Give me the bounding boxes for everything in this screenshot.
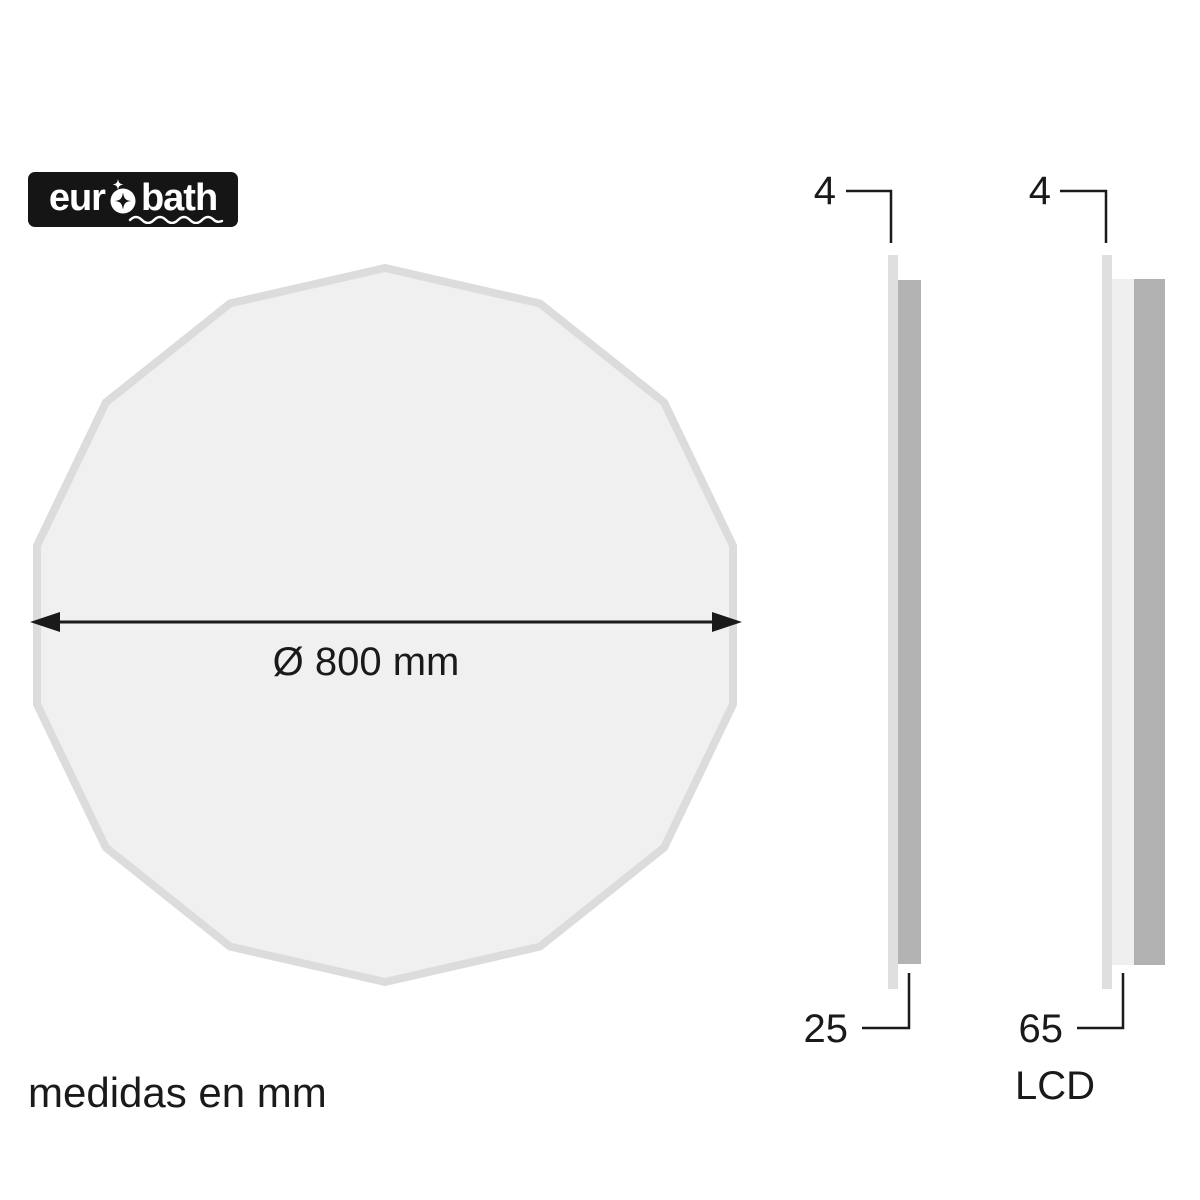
diameter-label: Ø 800 mm	[272, 640, 460, 684]
mirror-depth-label: 25	[803, 1007, 849, 1051]
leader-mirror-glass	[846, 189, 893, 243]
eurobath-logo-word: eur bath	[48, 176, 218, 224]
mirror-body-strip	[898, 280, 921, 964]
arrowhead-left	[30, 612, 60, 632]
mirror-glass-strip	[888, 255, 898, 989]
leader-mirror-depth	[862, 973, 911, 1030]
leader-lcd-glass	[1060, 189, 1108, 243]
units-note: medidas en mm	[28, 1069, 327, 1116]
lcd-frame-strip	[1112, 279, 1134, 965]
lcd-glass-thickness-label: 4	[1028, 169, 1051, 213]
logo-wave-icon	[128, 215, 224, 224]
mirror-glass-thickness-label: 4	[813, 169, 836, 213]
lcd-depth-label: 65	[1018, 1007, 1064, 1051]
leader-lcd-depth	[1077, 973, 1125, 1030]
diameter-arrow	[30, 612, 742, 632]
lcd-glass-strip	[1102, 255, 1112, 989]
sparkle-o-icon	[110, 178, 136, 213]
lcd-caption: LCD	[1014, 1064, 1096, 1108]
logo-text-left: eur	[48, 176, 106, 219]
logo-text-right: bath	[140, 176, 218, 219]
lcd-body-strip	[1134, 279, 1165, 965]
arrowhead-right	[712, 612, 742, 632]
eurobath-logo: eur bath	[28, 172, 238, 227]
mirror-front-polygon	[33, 263, 737, 987]
